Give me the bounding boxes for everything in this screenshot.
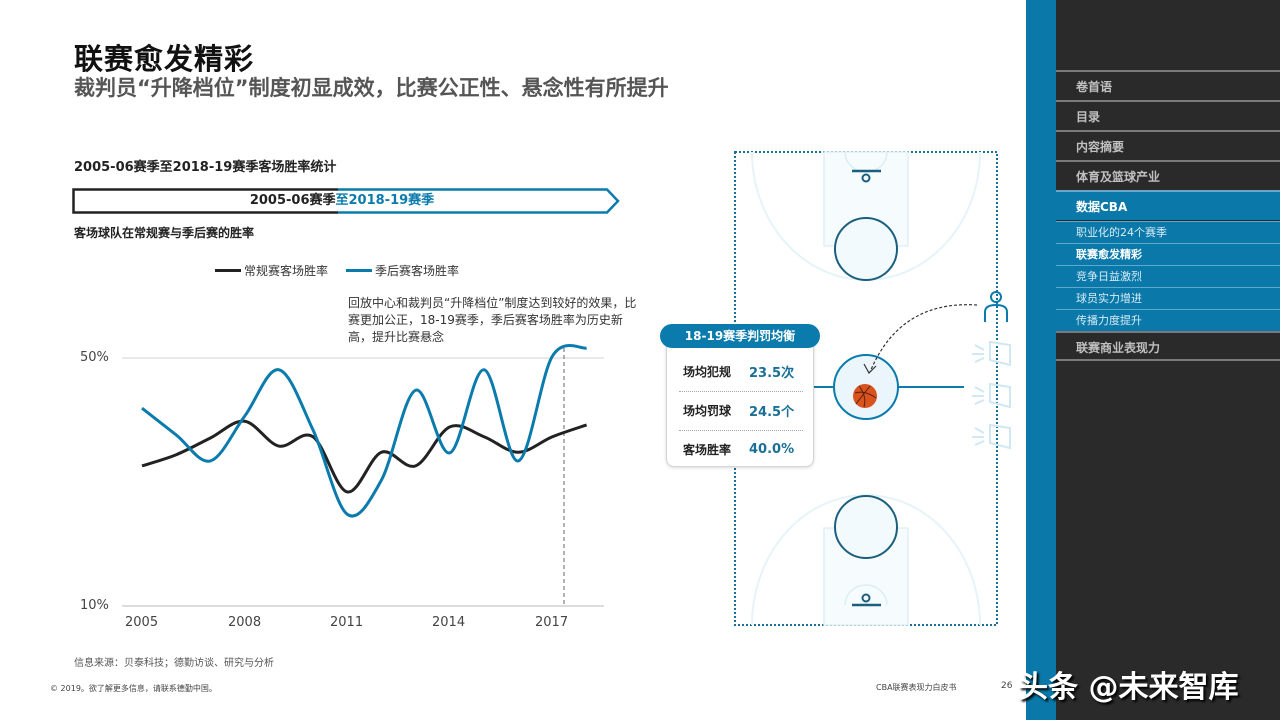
x-tick: 2008	[228, 615, 262, 630]
x-tick: 2014	[432, 615, 466, 630]
stats-card-header: 18-19赛季判罚均衡	[660, 324, 820, 348]
sidebar-subitem-league-exciting[interactable]: 联赛愈发精彩	[1056, 243, 1280, 265]
chart-subtitle: 客场球队在常规赛与季后赛的胜率	[74, 226, 255, 240]
basketball-icon	[853, 384, 877, 408]
page-number: 26	[1001, 681, 1013, 691]
legend-swatch-regular	[215, 269, 241, 272]
sidebar-subitem-24-seasons[interactable]: 职业化的24个赛季	[1056, 221, 1280, 243]
regular-season-line	[141, 419, 588, 494]
line-chart	[122, 151, 1011, 626]
megaphone-icon	[972, 340, 1011, 450]
x-tick: 2017	[535, 615, 569, 630]
stat-label: 客场胜率	[683, 442, 732, 457]
stat-label: 场均犯规	[683, 364, 732, 379]
stat-row-away-win-rate: 客场胜率 40.0%	[667, 430, 815, 468]
season-range-banner: 2005-06赛季至2018-19赛季	[72, 188, 620, 214]
sidebar-subitem-broadcast[interactable]: 传播力度提升	[1056, 309, 1280, 331]
divider	[1056, 359, 1280, 361]
copyright: © 2019。欲了解更多信息，请联系德勤中国。	[50, 684, 217, 693]
banner-end: 至2018-19赛季	[335, 193, 435, 208]
stat-value: 40.0%	[749, 441, 795, 457]
divider	[679, 391, 803, 392]
x-tick: 2011	[330, 615, 364, 630]
banner-start: 2005-06赛季	[249, 193, 336, 208]
sidebar-subitem-competition[interactable]: 竞争日益激烈	[1056, 265, 1280, 287]
stat-value: 23.5次	[749, 365, 795, 381]
stats-card: 场均犯规 23.5次 场均罚球 24.5个 客场胜率 40.0%	[666, 325, 814, 467]
sidebar-nav: 卷首语 目录 内容摘要 体育及篮球产业 数据CBA 职业化的24个赛季 联赛愈发…	[1056, 0, 1280, 720]
accent-strip	[1026, 0, 1056, 720]
source-note: 信息来源：贝泰科技；德勤访谈、研究与分析	[74, 658, 274, 669]
chart-legend: 常规赛客场胜率 季后赛客场胜率	[215, 262, 459, 279]
sidebar-subitem-player-strength[interactable]: 球员实力增进	[1056, 287, 1280, 309]
legend-label: 常规赛客场胜率	[244, 264, 329, 278]
stat-value: 24.5个	[749, 404, 795, 420]
sidebar-item-commercial[interactable]: 联赛商业表现力	[1056, 331, 1280, 361]
y-tick-50: 50%	[80, 350, 109, 365]
footer-doc-title: CBA联赛表现力白皮书	[876, 683, 957, 692]
banner-arrow-shape	[72, 188, 620, 214]
pass-arrow	[869, 304, 978, 373]
sidebar-item-contents[interactable]: 目录	[1056, 100, 1280, 130]
y-tick-10: 10%	[80, 598, 109, 613]
divider	[679, 430, 803, 431]
stat-label: 场均罚球	[683, 403, 732, 418]
sidebar-item-preface[interactable]: 卷首语	[1056, 70, 1280, 100]
legend-item-regular: 常规赛客场胜率	[215, 262, 328, 279]
stat-row-free-throws: 场均罚球 24.5个	[667, 391, 815, 429]
referee-icon	[984, 291, 1008, 322]
chart-title: 2005-06赛季至2018-19赛季客场胜率统计	[74, 160, 337, 175]
stat-row-fouls: 场均犯规 23.5次	[667, 352, 815, 390]
sidebar-item-summary[interactable]: 内容摘要	[1056, 130, 1280, 160]
legend-label: 季后赛客场胜率	[375, 264, 460, 278]
x-tick: 2005	[125, 615, 159, 630]
watermark: 头条 @未来智库	[1018, 670, 1239, 705]
page-subtitle: 裁判员“升降档位”制度初显成效，比赛公正性、悬念性有所提升	[74, 76, 669, 100]
page-title: 联赛愈发精彩	[74, 42, 255, 76]
playoff-line	[141, 344, 587, 518]
legend-swatch-playoff	[346, 269, 373, 272]
sidebar-item-sports-industry[interactable]: 体育及篮球产业	[1056, 160, 1280, 190]
sidebar-item-data-cba[interactable]: 数据CBA	[1056, 190, 1280, 220]
legend-item-playoff: 季后赛客场胜率	[346, 262, 459, 279]
chart-annotation: 回放中心和裁判员“升降档位”制度达到较好的效果，比赛更加公正，18-19赛季，季…	[348, 296, 637, 344]
banner-text: 2005-06赛季至2018-19赛季	[72, 188, 612, 214]
